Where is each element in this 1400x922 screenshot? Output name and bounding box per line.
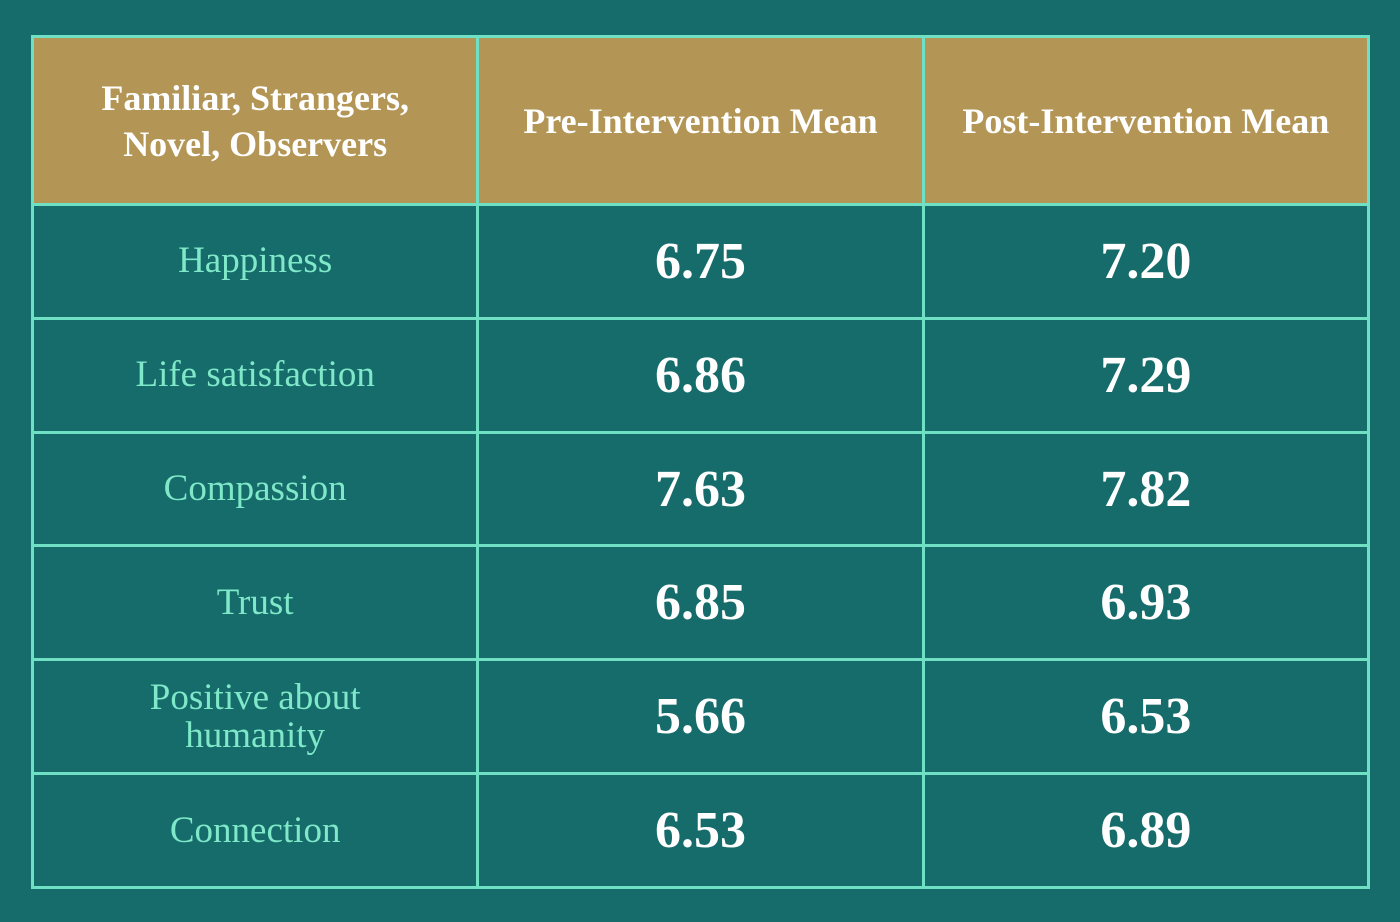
table-row: Positive about humanity 5.66 6.53 bbox=[30, 658, 1371, 776]
value-cell: 6.85 bbox=[476, 544, 925, 662]
row-label: Compassion bbox=[163, 468, 347, 510]
value-text: 5.66 bbox=[654, 688, 746, 746]
row-label-cell: Connection bbox=[30, 772, 480, 889]
header-text: Familiar, Strangers, Novel, Observers bbox=[101, 77, 409, 164]
row-label-cell: Trust bbox=[30, 544, 480, 662]
value-text: 6.89 bbox=[1100, 802, 1192, 860]
table-row: Compassion 7.63 7.82 bbox=[30, 430, 1371, 548]
row-label: Connection bbox=[169, 809, 341, 851]
table-row: Life satisfaction 6.86 7.29 bbox=[30, 316, 1371, 434]
value-cell: 6.89 bbox=[921, 772, 1371, 889]
value-text: 7.82 bbox=[1100, 460, 1192, 518]
table-row: Happiness 6.75 7.20 bbox=[30, 203, 1371, 320]
table-header: Familiar, Strangers, Novel, Observers Pre… bbox=[30, 35, 1371, 206]
value-cell: 7.29 bbox=[921, 316, 1371, 434]
value-text: 6.85 bbox=[654, 574, 746, 632]
row-label-cell: Positive about humanity bbox=[30, 658, 480, 776]
header-row: Familiar, Strangers, Novel, Observers Pre… bbox=[30, 35, 1371, 206]
row-label: Happiness bbox=[178, 240, 333, 282]
table-row: Connection 6.53 6.89 bbox=[30, 772, 1371, 889]
row-label: Trust bbox=[216, 581, 294, 623]
value-cell: 7.20 bbox=[921, 203, 1371, 320]
header-cell: Post-Intervention Mean bbox=[921, 35, 1371, 206]
value-cell: 6.53 bbox=[476, 772, 925, 889]
table-row: Trust 6.85 6.93 bbox=[30, 544, 1371, 662]
value-text: 6.75 bbox=[654, 232, 746, 290]
value-text: 7.29 bbox=[1100, 346, 1192, 404]
data-table: Familiar, Strangers, Novel, Observers Pre… bbox=[30, 35, 1371, 889]
value-text: 6.53 bbox=[1100, 688, 1192, 746]
value-cell: 6.53 bbox=[921, 658, 1371, 776]
row-label: Life satisfaction bbox=[135, 354, 375, 396]
table-body: Happiness 6.75 7.20 Life satisfaction 6.86 7.… bbox=[30, 203, 1371, 889]
header-cell: Familiar, Strangers, Novel, Observers bbox=[30, 35, 480, 206]
header-text: Pre-Intervention Mean bbox=[523, 100, 878, 141]
value-cell: 6.86 bbox=[476, 316, 925, 434]
row-label-cell: Life satisfaction bbox=[30, 316, 480, 434]
value-text: 7.20 bbox=[1100, 232, 1192, 290]
header-text: Post-Intervention Mean bbox=[962, 100, 1330, 141]
value-text: 6.93 bbox=[1100, 574, 1192, 632]
value-cell: 7.63 bbox=[476, 430, 925, 548]
value-text: 7.63 bbox=[654, 460, 746, 518]
row-label: Positive about humanity bbox=[149, 676, 361, 756]
value-cell: 6.75 bbox=[476, 203, 925, 320]
value-cell: 5.66 bbox=[476, 658, 925, 776]
header-cell: Pre-Intervention Mean bbox=[476, 35, 925, 206]
value-cell: 7.82 bbox=[921, 430, 1371, 548]
value-text: 6.86 bbox=[654, 346, 746, 404]
value-cell: 6.93 bbox=[921, 544, 1371, 662]
value-text: 6.53 bbox=[654, 802, 746, 860]
row-label-cell: Happiness bbox=[30, 203, 480, 320]
table-container: Familiar, Strangers, Novel, Observers Pre… bbox=[30, 35, 1371, 889]
row-label-cell: Compassion bbox=[30, 430, 480, 548]
